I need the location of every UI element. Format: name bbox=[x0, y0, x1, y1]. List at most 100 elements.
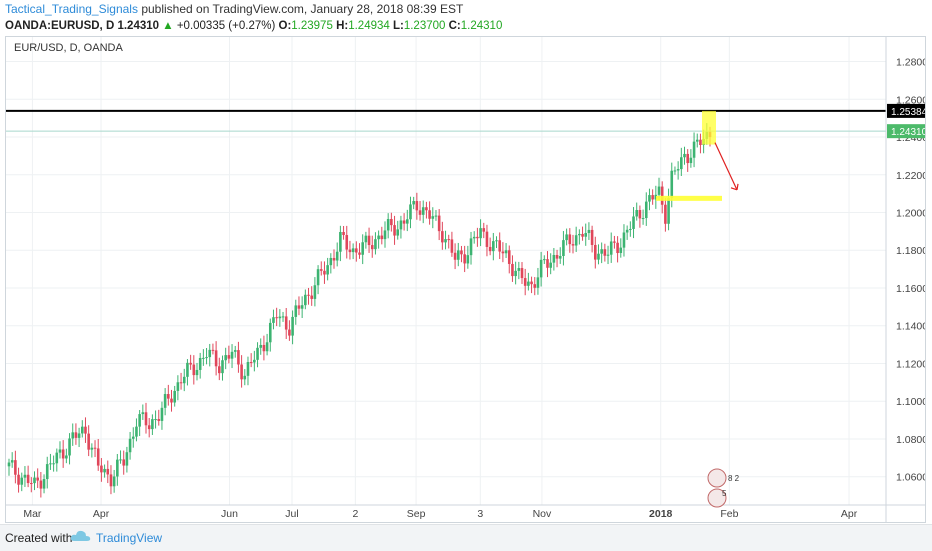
candle-body bbox=[358, 252, 361, 255]
candle-body bbox=[689, 157, 693, 164]
candle-body bbox=[641, 218, 645, 220]
candle-body bbox=[268, 322, 272, 343]
ohlc-line: OANDA:EURUSD, D 1.24310 ▲ +0.00335 (+0.2… bbox=[5, 18, 925, 35]
candle-body bbox=[590, 229, 594, 245]
y-tick-label: 1.26000 bbox=[896, 94, 925, 106]
tradingview-cloud-icon[interactable] bbox=[70, 529, 92, 548]
candle-body bbox=[520, 268, 524, 279]
candle-body bbox=[33, 477, 36, 484]
candle-body bbox=[71, 432, 75, 439]
x-tick-label: Jun bbox=[221, 508, 238, 520]
candle-body bbox=[272, 317, 275, 323]
candle-body bbox=[568, 234, 572, 245]
candle-body bbox=[138, 414, 141, 427]
candle-body bbox=[195, 369, 199, 376]
candle-body bbox=[74, 432, 78, 438]
candle-body bbox=[112, 476, 116, 487]
candle-body bbox=[7, 462, 11, 467]
candle-body bbox=[402, 220, 406, 224]
candle-body bbox=[680, 157, 683, 170]
down-arrow-line bbox=[714, 142, 738, 191]
candle-body bbox=[233, 350, 237, 352]
candle-body bbox=[367, 235, 371, 246]
chart-frame[interactable]: 1.280001.260001.240001.220001.200001.180… bbox=[5, 36, 932, 523]
price-axis[interactable]: 1.280001.260001.240001.220001.200001.180… bbox=[887, 57, 932, 484]
last-price-label: 1.24310 bbox=[891, 127, 925, 138]
candle-body bbox=[96, 448, 100, 466]
candle-body bbox=[154, 419, 157, 421]
candle-body bbox=[297, 305, 301, 309]
grid-lines bbox=[6, 37, 886, 505]
candle-body bbox=[565, 234, 568, 241]
candle-body bbox=[100, 465, 103, 473]
candle-body bbox=[173, 390, 176, 403]
candle-body bbox=[87, 433, 90, 450]
candle-body bbox=[45, 464, 49, 480]
candle-body bbox=[90, 447, 94, 450]
candle-body bbox=[523, 278, 527, 286]
candle-body bbox=[122, 459, 126, 466]
candle-body bbox=[578, 233, 581, 236]
candle-body bbox=[527, 281, 530, 286]
candle-body bbox=[208, 349, 212, 358]
candle-body bbox=[421, 207, 425, 215]
candle-body bbox=[364, 235, 368, 243]
candle-body bbox=[294, 305, 298, 317]
x-tick-label: Nov bbox=[533, 508, 552, 520]
x-tick-label: Feb bbox=[720, 508, 738, 520]
candle-body bbox=[304, 294, 307, 306]
candle-body bbox=[460, 250, 463, 255]
candle-body bbox=[456, 250, 460, 260]
candle-body bbox=[517, 268, 521, 271]
candle-body bbox=[128, 438, 132, 453]
change-arrow-icon: ▲ bbox=[162, 20, 174, 32]
candle-body bbox=[221, 360, 224, 374]
tradingview-link[interactable]: TradingView bbox=[96, 531, 163, 545]
candle-body bbox=[492, 241, 495, 252]
y-tick-label: 1.28000 bbox=[896, 57, 925, 69]
candle-body bbox=[514, 270, 517, 277]
svg-text:5: 5 bbox=[722, 489, 727, 498]
open-label: O: bbox=[278, 20, 292, 32]
candle-body bbox=[613, 241, 616, 243]
candle-body bbox=[648, 195, 651, 202]
candle-body bbox=[106, 468, 110, 475]
candle-body bbox=[198, 357, 202, 370]
candle-body bbox=[163, 394, 167, 408]
candle-body bbox=[189, 362, 192, 365]
author-link[interactable]: Tactical_Trading_Signals bbox=[5, 2, 138, 16]
candle-body bbox=[600, 249, 603, 254]
candle-body bbox=[30, 483, 33, 485]
x-tick-label: Apr bbox=[93, 508, 110, 520]
candle-body bbox=[93, 447, 97, 449]
candle-body bbox=[683, 153, 686, 158]
candle-body bbox=[125, 452, 129, 466]
events-icon[interactable]: 8 2 5 bbox=[707, 468, 740, 508]
candle-body bbox=[501, 251, 505, 254]
candle-body bbox=[386, 219, 390, 231]
candle-body bbox=[619, 247, 623, 254]
candle-body bbox=[329, 257, 333, 266]
y-tick-label: 1.06000 bbox=[896, 472, 925, 484]
price-chart[interactable]: 1.280001.260001.240001.220001.200001.180… bbox=[6, 37, 932, 522]
candle-body bbox=[135, 426, 138, 437]
candle-body bbox=[625, 229, 629, 233]
candle-body bbox=[609, 241, 613, 255]
candle-body bbox=[36, 477, 39, 481]
candle-body bbox=[635, 210, 639, 217]
footer-bar: Created with TradingView bbox=[0, 524, 932, 551]
candle-body bbox=[119, 459, 122, 461]
candle-body bbox=[587, 229, 591, 234]
candle-body bbox=[131, 436, 135, 439]
candle-body bbox=[14, 460, 17, 475]
y-tick-label: 1.16000 bbox=[896, 283, 925, 295]
candle-body bbox=[26, 474, 30, 484]
candle-body bbox=[676, 169, 680, 171]
candle-body bbox=[428, 210, 431, 219]
candle-body bbox=[281, 316, 285, 318]
candle-body bbox=[695, 139, 699, 142]
candle-body bbox=[186, 362, 189, 377]
y-tick-label: 1.12000 bbox=[896, 358, 925, 370]
candle-body bbox=[211, 349, 215, 351]
time-axis[interactable]: Mar Apr Jun Jul 2 Sep 3 Nov 2018 Feb Apr bbox=[23, 508, 857, 520]
